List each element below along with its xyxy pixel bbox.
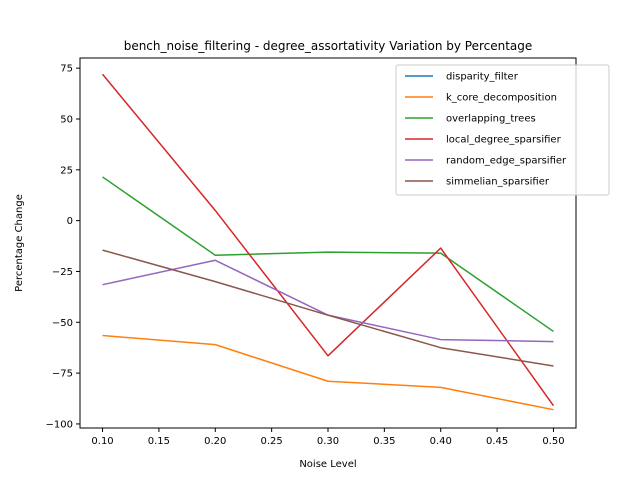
x-axis-ticks: 0.10 0.15 0.20 0.25 0.30 0.35 0.40 0.45 0.50 <box>91 428 565 447</box>
legend-label-disparity-filter: disparity_filter <box>446 72 519 83</box>
y-tick-label: 25 <box>60 165 73 176</box>
series-line-simmelian-sparsifier <box>102 249 554 367</box>
x-tick-label: 0.35 <box>373 436 395 447</box>
series-line-overlapping-trees <box>102 176 554 333</box>
x-tick-label: 0.15 <box>148 436 170 447</box>
x-tick-label: 0.45 <box>486 436 508 447</box>
series-line-local-degree-sparsifier <box>101 73 555 407</box>
x-tick-label: 0.20 <box>204 436 226 447</box>
y-tick-label: 0 <box>67 216 73 227</box>
x-tick-label: 0.10 <box>91 436 113 447</box>
chart-title: bench_noise_filtering - degree_assortati… <box>124 39 533 53</box>
y-tick-label: 50 <box>60 114 73 125</box>
x-tick-label: 0.25 <box>261 436 283 447</box>
y-tick-label: −75 <box>52 369 73 380</box>
series-line-k-core-decomposition <box>102 334 554 411</box>
y-tick-label: −25 <box>52 267 73 278</box>
legend-label-simmelian-sparsifier: simmelian_sparsifier <box>446 177 550 188</box>
x-tick-label: 0.30 <box>317 436 339 447</box>
legend-box <box>395 64 610 196</box>
plot-lines <box>101 73 555 411</box>
legend-label-local-degree-sparsifier: local_degree_sparsifier <box>446 135 562 146</box>
x-tick-label: 0.40 <box>430 436 452 447</box>
x-axis-label: Noise Level <box>299 459 356 470</box>
y-axis-label: Percentage Change <box>14 194 25 292</box>
legend-label-overlapping-trees: overlapping_trees <box>446 114 536 125</box>
y-tick-label: −50 <box>52 318 73 329</box>
y-tick-label: 75 <box>60 64 73 75</box>
legend-label-k-core-decomposition: k_core_decomposition <box>446 93 557 104</box>
x-tick-label: 0.50 <box>542 436 564 447</box>
legend: disparity_filter k_core_decompositionover… <box>395 64 610 196</box>
legend-label-random-edge-sparsifier: random_edge_sparsifier <box>446 156 567 167</box>
y-axis-ticks: 75 50 25 0 −25 −50 −75 −100 <box>46 64 80 430</box>
y-tick-label: −100 <box>46 419 73 430</box>
series-line-random-edge-sparsifier <box>102 259 554 343</box>
